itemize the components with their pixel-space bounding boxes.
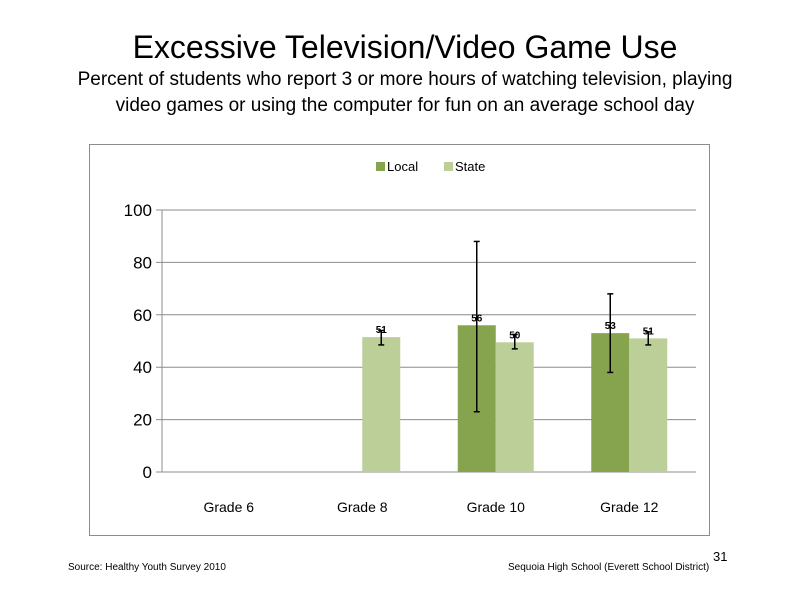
y-tick-label: 60	[133, 306, 152, 325]
data-label: 53	[605, 321, 617, 332]
y-tick-label: 0	[143, 463, 152, 482]
data-label: 50	[509, 330, 521, 341]
chart-frame	[89, 144, 710, 536]
x-tick-label: Grade 10	[467, 499, 526, 515]
source-note: Source: Healthy Youth Survey 2010	[68, 562, 226, 573]
bar-state	[495, 342, 534, 472]
data-label: 51	[643, 326, 655, 337]
legend-label-local: Local	[387, 159, 418, 174]
page-number: 31	[713, 549, 728, 564]
legend-swatch-state	[444, 162, 453, 171]
legend-swatch-local	[376, 162, 385, 171]
y-tick-label: 80	[133, 253, 152, 272]
legend-label-state: State	[455, 159, 485, 174]
subtitle-line-2: video games or using the computer for fu…	[115, 95, 695, 116]
data-label: 56	[471, 313, 483, 324]
y-tick-label: 40	[133, 358, 152, 377]
y-tick-label: 100	[124, 201, 152, 220]
x-tick-label: Grade 12	[600, 499, 659, 515]
subtitle-line-1: Percent of students who report 3 or more…	[77, 69, 733, 90]
data-label: 51	[376, 325, 388, 336]
y-tick-label: 20	[133, 411, 152, 430]
x-tick-label: Grade 8	[337, 499, 388, 515]
school-note: Sequoia High School (Everett School Dist…	[508, 562, 710, 573]
bar-state	[629, 338, 668, 472]
slide-title: Excessive Television/Video Game Use	[132, 29, 678, 65]
bar-state	[362, 337, 401, 472]
slide-subtitle: Percent of students who report 3 or more…	[10, 67, 800, 119]
x-tick-label: Grade 6	[203, 499, 254, 515]
